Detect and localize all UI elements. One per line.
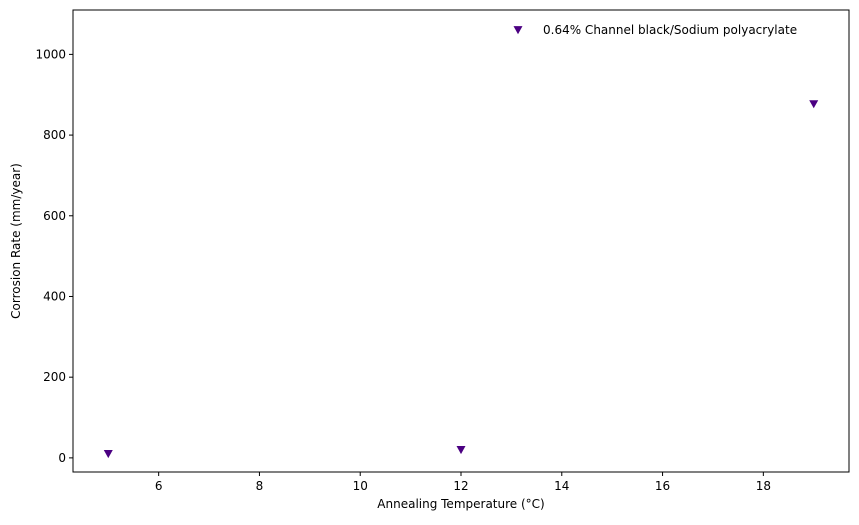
x-tick-label: 12 [453, 479, 468, 493]
data-point [809, 100, 819, 109]
x-tick-label: 18 [756, 479, 771, 493]
x-axis-ticks: 6 8 10 12 14 16 18 [155, 472, 771, 493]
x-tick-label: 10 [353, 479, 368, 493]
y-tick-label: 1000 [35, 47, 66, 61]
data-points [103, 100, 819, 459]
y-axis-label: Corrosion Rate (mm/year) [9, 163, 23, 319]
x-tick-label: 16 [655, 479, 670, 493]
x-axis-label: Annealing Temperature (°C) [377, 497, 544, 511]
plot-frame [72, 9, 850, 473]
data-point [456, 445, 466, 455]
y-tick-label: 200 [43, 370, 66, 384]
y-tick-label: 0 [58, 451, 66, 465]
y-tick-label: 400 [43, 289, 66, 303]
legend-marker-triangle-down-icon [513, 26, 523, 35]
y-tick-label: 600 [43, 209, 66, 223]
y-tick-label: 800 [43, 128, 66, 142]
x-tick-label: 6 [155, 479, 163, 493]
x-tick-label: 8 [256, 479, 264, 493]
legend-entry-label: 0.64% Channel black/Sodium polyacrylate [543, 23, 797, 37]
x-tick-label: 14 [554, 479, 569, 493]
data-point [103, 450, 113, 459]
y-axis-ticks: 0 200 400 600 800 1000 [35, 47, 73, 465]
legend: 0.64% Channel black/Sodium polyacrylate [513, 23, 797, 37]
